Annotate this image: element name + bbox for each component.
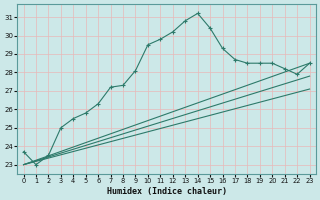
X-axis label: Humidex (Indice chaleur): Humidex (Indice chaleur)	[107, 187, 227, 196]
